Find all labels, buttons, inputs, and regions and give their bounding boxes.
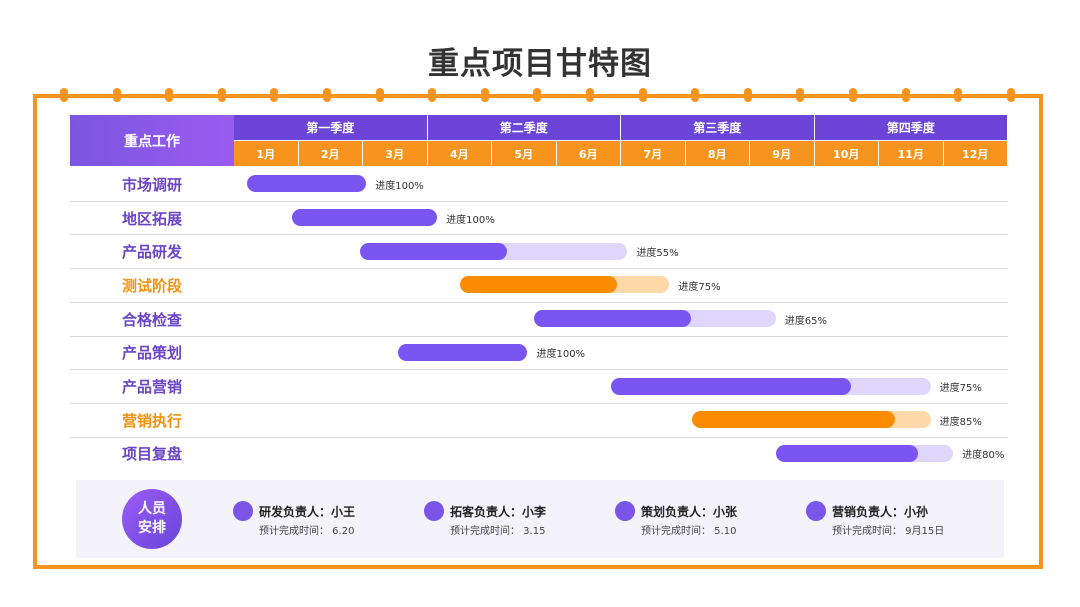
task-bar: [459, 276, 670, 294]
task-bar: [292, 209, 438, 227]
task-label: 测试阶段: [121, 276, 182, 295]
task-bar: [246, 175, 367, 193]
staff-badge-line2: 安排: [138, 520, 166, 536]
task-progress-fill: [398, 343, 528, 361]
month-label: 5月: [492, 141, 557, 166]
task-progress-fill: [691, 411, 895, 429]
member-name: 策划负责人：小张: [641, 505, 738, 519]
binder-ring: [743, 88, 752, 102]
task-progress-label: 进度100%: [375, 180, 424, 192]
task-bar: [691, 411, 931, 429]
task-label: 产品策划: [121, 344, 182, 363]
task-progress-fill: [611, 377, 851, 395]
month-label: 10月: [814, 141, 879, 166]
row-divider: [70, 234, 1008, 236]
quarter-label: 第二季度: [427, 115, 621, 140]
task-progress-label: 进度85%: [939, 416, 982, 428]
row-divider: [70, 369, 1008, 371]
binder-ring: [954, 88, 963, 102]
member-due-date: 预计完成时间： 5.10: [641, 526, 737, 537]
month-label: 1月: [234, 141, 299, 166]
month-label: 8月: [685, 141, 750, 166]
task-label: 市场调研: [121, 175, 182, 194]
member-name: 拓客负责人：小李: [450, 505, 547, 519]
task-progress-label: 进度75%: [678, 281, 721, 293]
quarter-label: 第三季度: [621, 115, 815, 140]
task-bar: [775, 444, 954, 462]
binder-ring: [533, 88, 542, 102]
month-label: 9月: [750, 141, 815, 166]
task-label: 产品研发: [121, 243, 182, 262]
task-bar: [611, 377, 931, 395]
binder-ring: [323, 88, 331, 102]
task-progress-fill: [292, 209, 438, 227]
month-label: 7月: [621, 141, 686, 166]
member-dot: [424, 501, 444, 521]
month-label: 4月: [427, 141, 492, 166]
binder-ring: [217, 88, 226, 102]
task-label: 项目复盘: [121, 445, 182, 464]
member-dot: [233, 501, 253, 521]
quarter-label: 第四季度: [814, 115, 1008, 140]
member-dot: [806, 501, 826, 521]
member-name: 营销负责人：小孙: [832, 505, 929, 519]
task-progress-label: 进度100%: [536, 349, 586, 361]
task-progress-label: 进度80%: [962, 450, 1005, 462]
task-bar: [533, 310, 776, 328]
member-due-date: 预计完成时间： 3.15: [450, 526, 546, 537]
binder-ring: [901, 88, 910, 102]
task-progress-fill: [533, 310, 692, 328]
member-due-date: 预计完成时间： 9月15日: [832, 526, 945, 537]
task-progress-fill: [246, 175, 367, 193]
binder-ring: [375, 88, 384, 102]
task-progress-fill: [775, 444, 918, 462]
binder-ring: [1006, 88, 1015, 102]
staff-badge-line1: 人员: [138, 501, 166, 517]
row-divider: [70, 301, 1008, 303]
task-label: 地区拓展: [121, 209, 182, 228]
month-label: 2月: [298, 141, 363, 166]
row-divider: [70, 268, 1008, 270]
binder-ring: [112, 88, 121, 102]
staff-panel: [76, 480, 1004, 558]
task-progress-label: 进度75%: [939, 383, 982, 395]
task-bar: [359, 242, 628, 260]
task-label: 产品营销: [121, 378, 182, 397]
member-name: 研发负责人：小王: [259, 505, 356, 519]
task-progress-label: 进度100%: [446, 214, 495, 226]
month-label: 12月: [943, 141, 1008, 166]
binder-ring: [849, 88, 857, 102]
binder-ring: [270, 88, 279, 102]
header-label: 重点工作: [70, 115, 234, 166]
task-progress-label: 进度65%: [784, 315, 828, 327]
binder-ring: [586, 88, 594, 102]
binder-ring: [796, 88, 805, 102]
binder-ring: [480, 88, 489, 102]
task-label: 营销执行: [121, 411, 182, 430]
binder-ring: [428, 88, 437, 102]
row-divider: [70, 402, 1008, 404]
month-label: 11月: [879, 141, 944, 166]
task-progress-label: 进度55%: [636, 248, 679, 260]
binder-ring: [638, 88, 647, 102]
month-label: 6月: [556, 141, 621, 166]
month-label: 3月: [363, 141, 428, 166]
row-divider: [70, 335, 1008, 337]
binder-ring: [165, 88, 174, 102]
row-divider: [70, 436, 1008, 438]
task-progress-fill: [459, 276, 617, 294]
page-title: 重点项目甘特图: [428, 46, 652, 82]
member-due-date: 预计完成时间： 6.20: [259, 526, 355, 537]
quarter-label: 第一季度: [234, 115, 428, 140]
row-divider: [70, 200, 1008, 202]
task-progress-fill: [359, 242, 507, 260]
binder-ring: [691, 88, 700, 102]
task-label: 合格检查: [121, 310, 182, 329]
staff-badge: 人员 安排: [122, 489, 182, 549]
binder-ring: [60, 88, 68, 102]
task-bar: [398, 343, 528, 361]
member-dot: [615, 501, 635, 521]
